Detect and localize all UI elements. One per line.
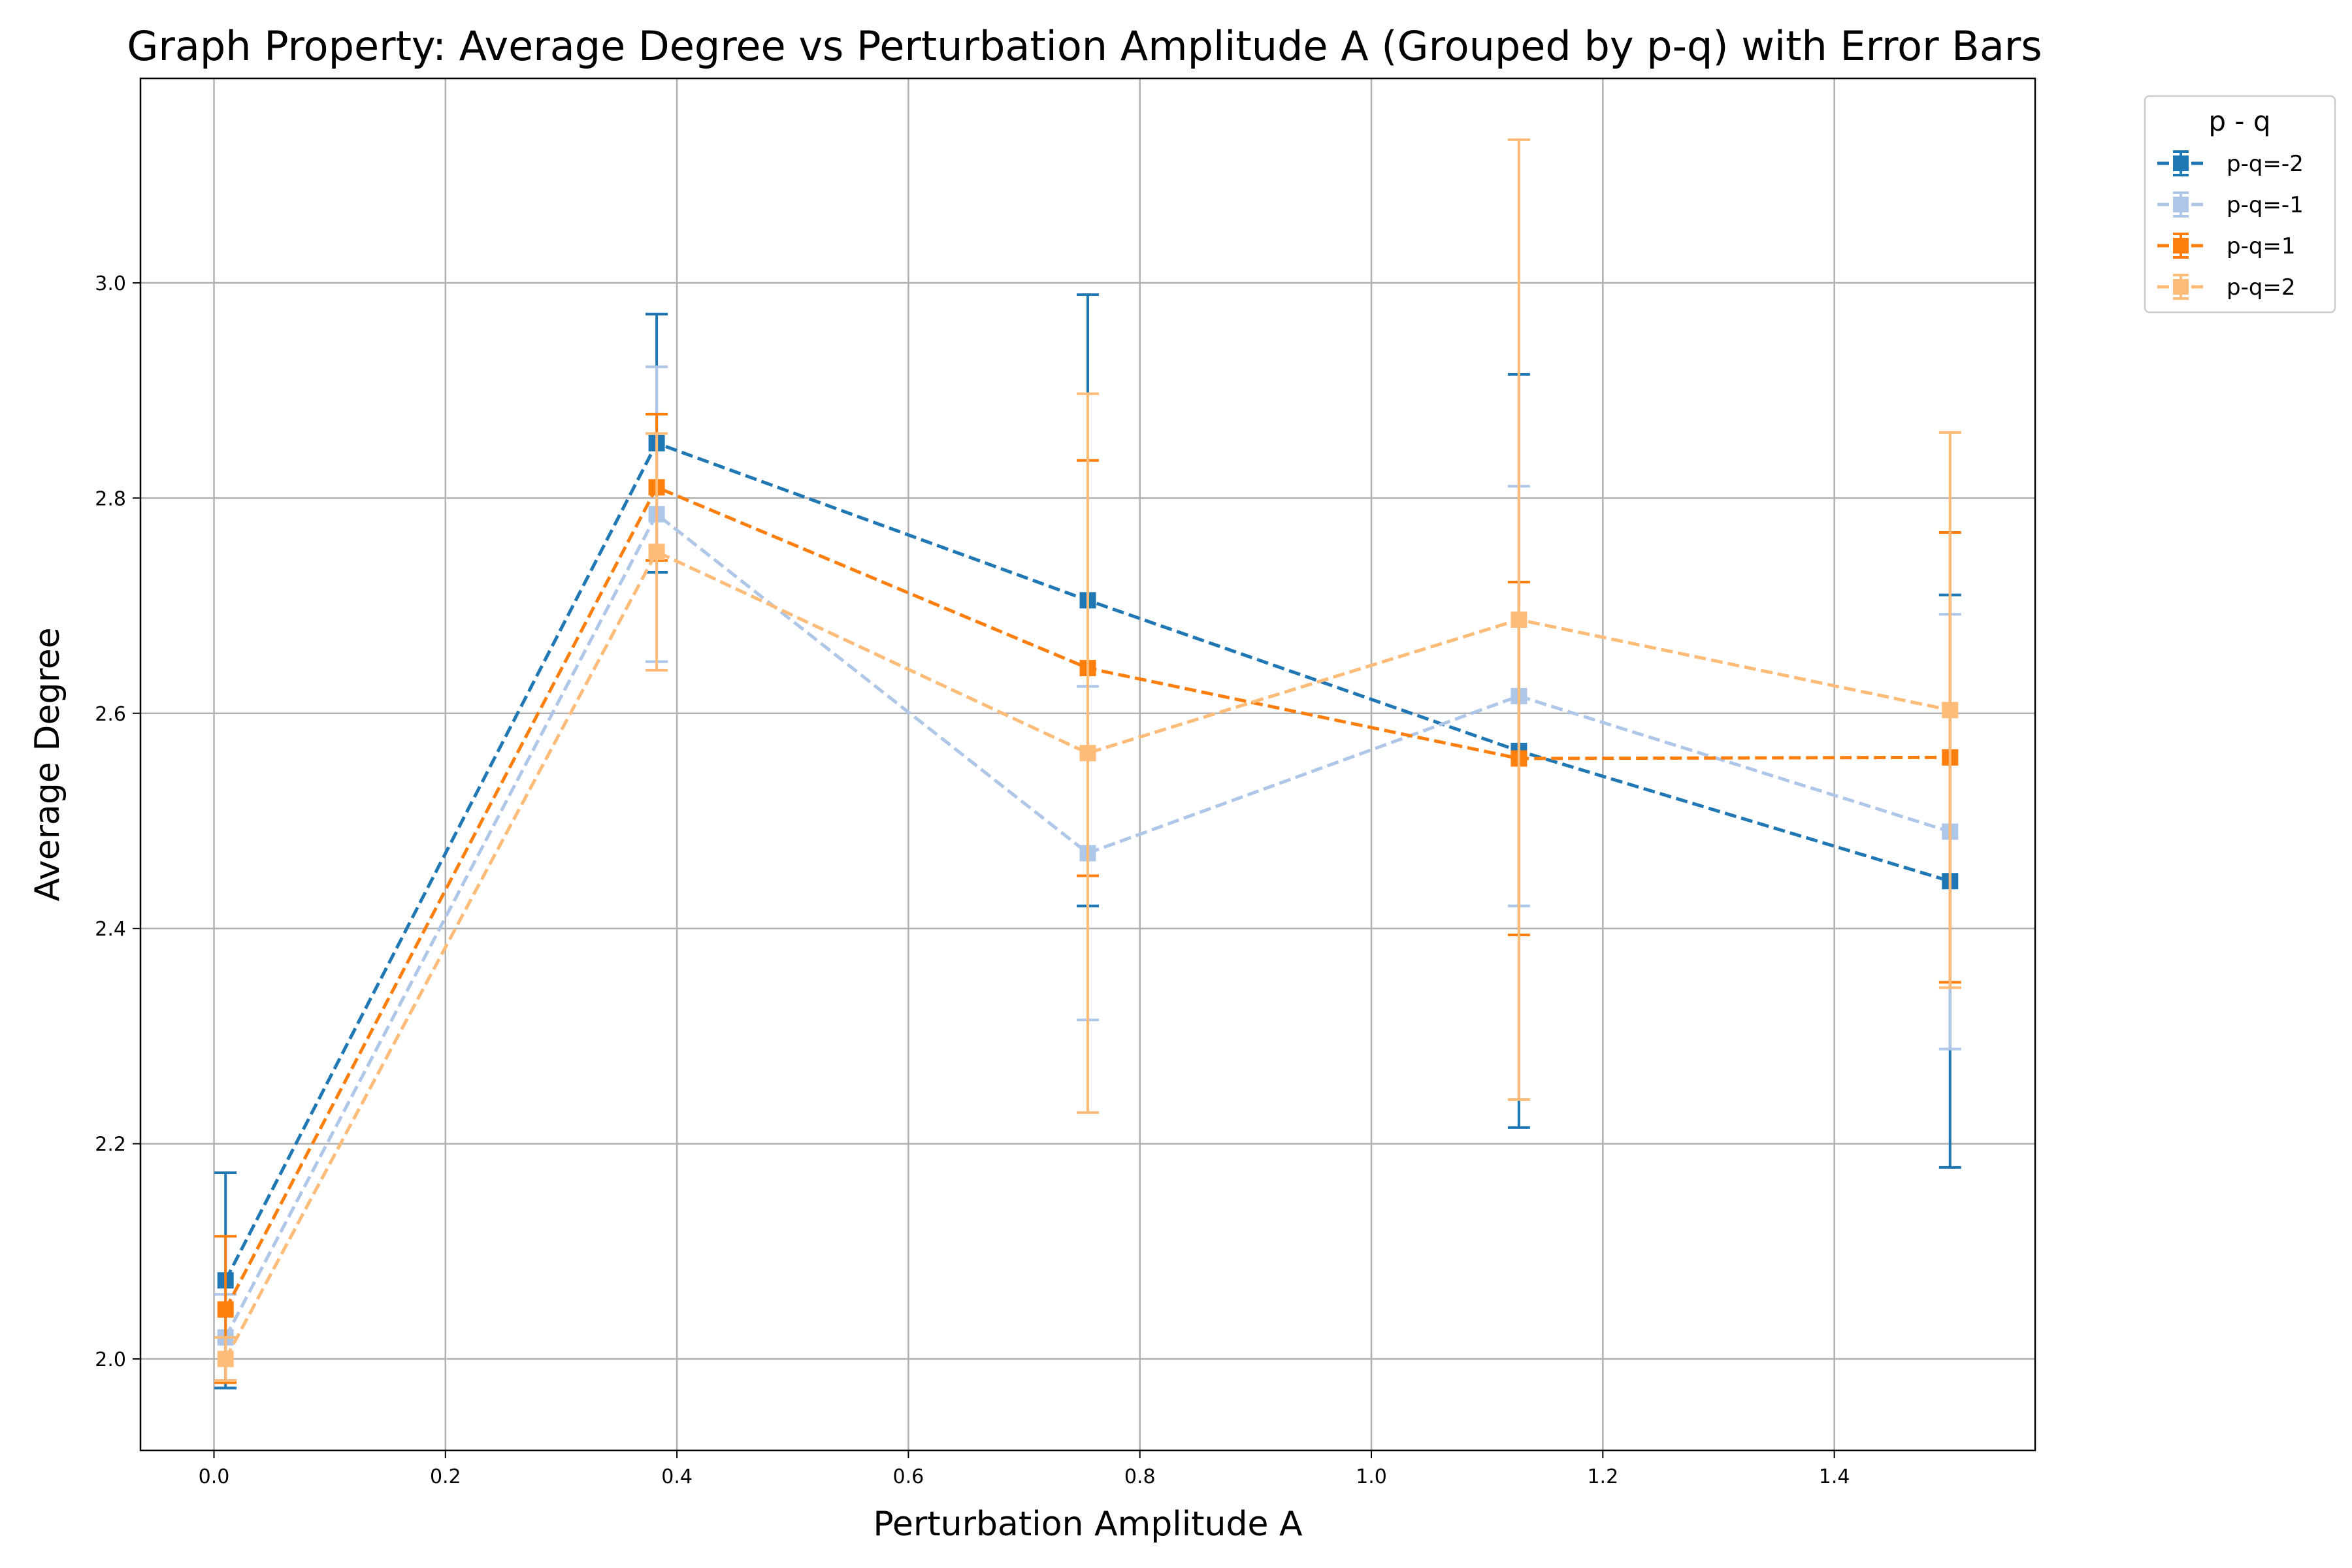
data-point [1942, 702, 1959, 719]
data-point [217, 1350, 234, 1367]
x-tick-label: 0.8 [1124, 1465, 1156, 1488]
x-tick-label: 0.4 [661, 1465, 693, 1488]
x-tick-label: 1.4 [1819, 1465, 1850, 1488]
x-tick-label: 0.6 [893, 1465, 924, 1488]
legend-label: p-q=2 [2227, 274, 2296, 301]
legend-label: p-q=1 [2227, 233, 2296, 259]
legend-marker [2173, 197, 2189, 212]
x-tick-label: 1.2 [1587, 1465, 1618, 1488]
x-tick-label: 0.0 [199, 1465, 230, 1488]
legend-label: p-q=-2 [2227, 151, 2304, 177]
series-line [224, 549, 1951, 1360]
y-tick-label: 2.8 [95, 487, 126, 510]
y-tick-label: 2.6 [95, 703, 126, 726]
x-tick-label: 1.0 [1356, 1465, 1387, 1488]
series-line [223, 512, 1951, 1339]
y-tick-label: 2.0 [95, 1348, 126, 1371]
series-p-q=2 [214, 138, 1961, 1382]
plot-area-frame [139, 77, 2036, 1452]
legend-entry-p-q=2: p-q=2 [2157, 274, 2296, 301]
legend-entry-p-q=-1: p-q=-1 [2157, 191, 2304, 218]
series-layer [214, 138, 1961, 1390]
legend-marker [2173, 238, 2189, 253]
legend-frame [2144, 95, 2336, 314]
data-point [648, 544, 665, 561]
legend-entry-p-q=-2: p-q=-2 [2157, 150, 2304, 177]
legend-entry-p-q=1: p-q=1 [2157, 233, 2296, 259]
ticks: 0.0 0.2 0.4 0.6 0.8 1.0 1.2 1.4 2.0 2.2 2.4 2.6 2.8 3… [95, 272, 1850, 1488]
data-point [1511, 611, 1527, 628]
x-axis-label: Perturbation Amplitude A [873, 1505, 1303, 1544]
y-tick-label: 3.0 [95, 272, 126, 295]
legend-title: p - q [2208, 105, 2270, 137]
legend: p - q p-q=-2 p-q=-1 p-q=1 p-q=2 [2144, 95, 2336, 314]
y-tick-label: 2.2 [95, 1134, 126, 1156]
legend-label: p-q=-1 [2227, 192, 2304, 218]
legend-entries: p-q=-2 p-q=-1 p-q=1 p-q=2 [2157, 150, 2304, 301]
x-tick-label: 0.2 [430, 1465, 461, 1488]
data-point [1079, 745, 1096, 762]
y-axis-label: Average Degree [28, 627, 67, 901]
legend-marker [2173, 155, 2189, 171]
legend-marker [2173, 279, 2189, 295]
chart-title: Graph Property: Average Degree vs Pertur… [127, 22, 2042, 70]
y-tick-label: 2.4 [95, 918, 126, 941]
data-point [217, 1301, 234, 1318]
